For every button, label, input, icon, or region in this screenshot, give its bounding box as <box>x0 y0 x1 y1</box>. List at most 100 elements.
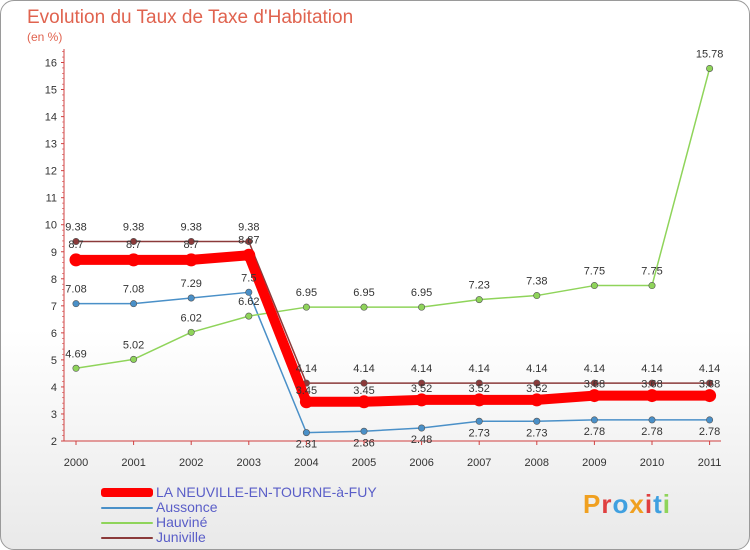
data-label: 7.23 <box>468 280 489 292</box>
data-label: 6.62 <box>238 296 259 308</box>
logo-letter: o <box>612 489 630 519</box>
data-point <box>415 393 429 407</box>
legend-swatch <box>101 488 153 497</box>
data-label: 4.14 <box>468 363 489 375</box>
data-point <box>187 237 195 245</box>
y-tick-label: 5 <box>51 355 57 367</box>
data-point <box>72 364 80 372</box>
legend-label: Hauviné <box>156 514 208 530</box>
data-point <box>130 237 138 245</box>
data-label: 8.7 <box>126 239 141 251</box>
y-tick-label: 12 <box>45 166 57 178</box>
data-point <box>360 427 368 435</box>
data-point <box>130 300 138 308</box>
data-point <box>648 416 656 424</box>
y-tick-label: 4 <box>51 382 57 394</box>
data-point <box>127 253 141 267</box>
legend-swatch <box>101 507 153 509</box>
legend-item: Juniville <box>101 529 401 545</box>
data-label: 3.52 <box>468 383 489 395</box>
data-label: 3.68 <box>699 379 720 391</box>
legend-label: Aussonce <box>156 499 218 515</box>
data-point <box>706 416 714 424</box>
data-label: 3.68 <box>584 379 605 391</box>
data-point <box>418 303 426 311</box>
x-tick-label: 2005 <box>352 457 376 469</box>
data-point <box>187 294 195 302</box>
data-point <box>184 253 198 267</box>
logo-letter: P <box>583 489 602 519</box>
data-label: 7.5 <box>241 272 256 284</box>
x-tick-label: 2010 <box>640 457 664 469</box>
legend-swatch <box>101 522 153 524</box>
logo-letter: x <box>629 489 645 519</box>
series-line-4 <box>75 240 711 384</box>
data-label: 3.52 <box>411 383 432 395</box>
y-tick-label: 16 <box>45 58 57 70</box>
data-label: 4.14 <box>641 363 662 375</box>
data-point <box>533 292 541 300</box>
x-tick-label: 2001 <box>121 457 145 469</box>
data-label: 9.38 <box>180 221 201 233</box>
y-tick-label: 10 <box>45 220 57 232</box>
data-label: 2.36 <box>353 437 374 449</box>
data-point <box>475 379 483 387</box>
logo-letter: i <box>662 489 671 519</box>
data-point <box>302 303 310 311</box>
data-label: 3.45 <box>296 385 317 397</box>
data-point <box>187 328 195 336</box>
data-label: 4.14 <box>296 363 317 375</box>
legend: LA NEUVILLE-EN-TOURNE-à-FUY Aussonce Hauvi… <box>101 484 401 545</box>
chart-subtitle: (en %) <box>27 30 63 44</box>
data-label: 4.14 <box>411 363 432 375</box>
data-label: 7.75 <box>641 266 662 278</box>
data-point <box>69 253 83 267</box>
logo-letter: i <box>644 489 654 519</box>
data-point <box>703 389 717 403</box>
proxiti-logo: Proxiti <box>583 489 671 520</box>
data-point <box>475 296 483 304</box>
data-label: 4.14 <box>353 363 374 375</box>
data-label: 8.7 <box>184 239 199 251</box>
data-point <box>648 282 656 290</box>
data-point <box>360 303 368 311</box>
chart-title: Evolution du Taux de Taxe d'Habitation <box>27 7 354 28</box>
data-label: 2.31 <box>296 439 317 451</box>
y-tick-label: 13 <box>45 139 57 151</box>
data-point <box>706 379 714 387</box>
series-line-3 <box>75 67 711 370</box>
y-tick-label: 7 <box>51 301 57 313</box>
x-tick-label: 2003 <box>237 457 261 469</box>
legend-label: LA NEUVILLE-EN-TOURNE-à-FUY <box>156 484 377 500</box>
data-label: 6.95 <box>353 287 374 299</box>
data-point <box>648 379 656 387</box>
y-tick-label: 9 <box>51 247 57 259</box>
x-tick-label: 2011 <box>698 457 722 469</box>
y-tick-label: 15 <box>45 85 57 97</box>
data-point <box>590 379 598 387</box>
legend-item: LA NEUVILLE-EN-TOURNE-à-FUY <box>101 484 401 500</box>
data-label: 9.38 <box>65 221 86 233</box>
data-label: 7.29 <box>180 278 201 290</box>
series-line-2 <box>75 291 711 434</box>
data-point <box>302 429 310 437</box>
legend-label: Juniville <box>156 529 206 545</box>
y-tick-label: 6 <box>51 328 57 340</box>
data-point <box>590 282 598 290</box>
data-label: 2.73 <box>468 427 489 439</box>
data-label: 3.45 <box>353 385 374 397</box>
data-point <box>590 416 598 424</box>
logo-letter: t <box>653 489 663 519</box>
y-tick-label: 11 <box>46 193 57 205</box>
data-label: 3.52 <box>526 383 547 395</box>
y-tick-label: 2 <box>51 436 57 448</box>
x-tick-label: 2004 <box>294 457 318 469</box>
data-point <box>706 64 714 72</box>
y-tick-label: 3 <box>51 409 57 421</box>
data-point <box>530 393 544 407</box>
data-point <box>130 355 138 363</box>
data-point <box>299 395 313 409</box>
data-label: 2.78 <box>584 426 605 438</box>
